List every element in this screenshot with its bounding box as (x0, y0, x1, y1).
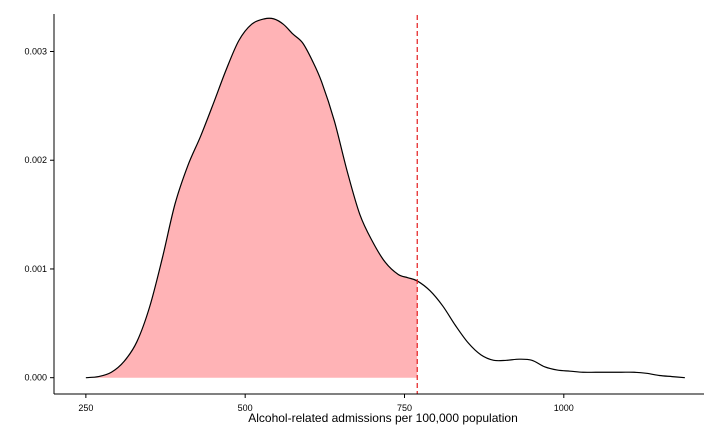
x-tick-label: 250 (78, 403, 93, 413)
y-tick-label: 0.001 (24, 264, 47, 274)
x-axis-ticks: 250 500 750 1000 (78, 394, 574, 413)
x-axis: 250 500 750 1000 Alcohol-related admissions… (54, 393, 704, 425)
y-axis-ticks: 0.000 0.001 0.002 0.003 (24, 46, 54, 383)
plot-area (85, 15, 685, 394)
density-fill-area (85, 18, 418, 378)
y-tick-label: 0.002 (24, 155, 47, 165)
x-axis-title: Alcohol-related admissions per 100,000 p… (248, 411, 518, 425)
y-tick-label: 0.003 (24, 46, 47, 56)
x-tick-label: 500 (238, 403, 253, 413)
y-tick-label: 0.000 (24, 373, 47, 383)
density-curve (85, 17, 685, 379)
x-tick-label: 1000 (554, 403, 574, 413)
x-tick-label: 750 (397, 403, 412, 413)
y-axis: 0.000 0.001 0.002 0.003 (24, 14, 55, 394)
